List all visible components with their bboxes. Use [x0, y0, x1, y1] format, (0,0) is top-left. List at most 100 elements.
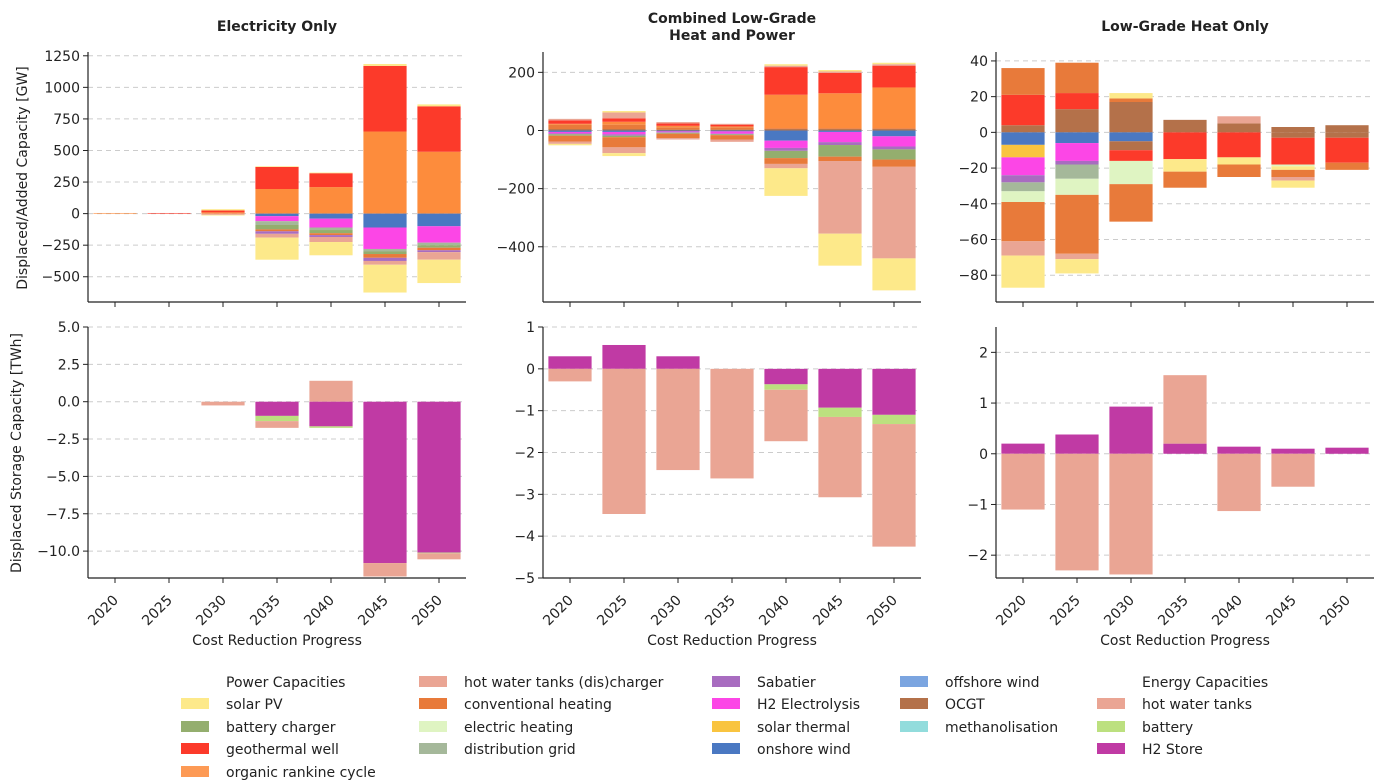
- y-tick-label: −1: [514, 404, 535, 420]
- bar-segment: [1055, 259, 1099, 274]
- bar-segment: [255, 237, 299, 260]
- bar-segment: [363, 248, 407, 252]
- y-tick-label: 0: [979, 125, 988, 141]
- bar-segment: [818, 416, 862, 498]
- bar-segment: [1271, 180, 1315, 188]
- bar-segment: [1001, 182, 1045, 192]
- y-tick-label: −500: [42, 270, 80, 286]
- bar-segment: [255, 213, 299, 217]
- bar-segment: [1163, 132, 1207, 160]
- bar-segment: [818, 407, 862, 417]
- bar-segment: [602, 121, 646, 125]
- chart-panel-1: −500 −250 0 250 500 750 1000 1250 Electricity On…: [42, 19, 466, 307]
- bar-segment: [1001, 255, 1045, 288]
- bar-segment: [1055, 93, 1099, 110]
- legend-swatch: [712, 698, 740, 709]
- x-tick-label: 2025: [1047, 593, 1084, 630]
- y-tick-label: 40: [970, 54, 988, 70]
- bar-segment: [872, 159, 916, 167]
- bar-segment: [417, 242, 461, 246]
- bar-segment: [1001, 157, 1045, 176]
- bar-segment: [656, 356, 700, 369]
- bar-segment: [872, 368, 916, 415]
- x-tick-label: 2025: [594, 593, 631, 630]
- bar-segment: [872, 166, 916, 259]
- legend-item-label: conventional heating: [464, 697, 612, 713]
- x-tick-label: 2040: [301, 593, 338, 630]
- legend-swatch: [419, 743, 447, 754]
- bar-segment: [818, 156, 862, 162]
- bar-segment: [201, 214, 245, 216]
- bar-segment: [255, 229, 299, 232]
- bar-segment: [602, 137, 646, 148]
- bar-segment: [656, 132, 700, 133]
- bar-segment: [1217, 123, 1261, 133]
- x-tick-label: 2035: [247, 593, 284, 630]
- bar-segment: [548, 356, 592, 369]
- bar-segment: [1325, 125, 1369, 133]
- bar-segment: [255, 221, 299, 225]
- bar-segment: [548, 143, 592, 146]
- bar-segment: [363, 401, 407, 564]
- x-tick-label: 2030: [193, 593, 230, 630]
- bar-segment: [764, 130, 808, 141]
- bar-segment: [548, 368, 592, 382]
- bar-segment: [1271, 177, 1315, 181]
- bar-segment: [309, 173, 353, 188]
- legend-item-label: methanolisation: [945, 720, 1058, 736]
- y-tick-label: −20: [958, 161, 988, 177]
- bar-segment: [1217, 157, 1261, 165]
- bar-segment: [872, 62, 916, 65]
- y-tick-label: 0: [526, 123, 535, 139]
- bar-segment: [764, 158, 808, 164]
- bar-segment: [818, 131, 862, 143]
- bar-segment: [1001, 68, 1045, 95]
- bar-segment: [1217, 453, 1261, 512]
- legend-item-label: Sabatier: [757, 675, 816, 691]
- bar-segment: [548, 134, 592, 136]
- bar-segment: [1055, 178, 1099, 195]
- panel-title: Low-Grade Heat Only: [1101, 19, 1269, 35]
- bar-segment: [255, 401, 299, 416]
- bar-segment: [309, 236, 353, 243]
- bar-segment: [417, 151, 461, 214]
- bar-segment: [710, 126, 754, 128]
- bar-segment: [656, 368, 700, 471]
- bar-segment: [548, 135, 592, 142]
- bar-segment: [1325, 137, 1369, 163]
- bar-segment: [1055, 132, 1099, 144]
- bar-segment: [548, 131, 592, 134]
- bar-segment: [548, 141, 592, 144]
- bar-segment: [1271, 166, 1315, 170]
- bar-segment: [602, 129, 646, 131]
- bar-segment: [201, 212, 245, 214]
- y-tick-label: 500: [53, 143, 80, 159]
- bar-segment: [1325, 447, 1369, 454]
- y-tick-label: 0.0: [58, 395, 80, 411]
- y-tick-label: 20: [970, 90, 988, 106]
- chart-panel-4: −10.0 −7.5 −5.0 −2.5 0.0 2.5 5.0 2020 2025 2030 20…: [37, 320, 466, 649]
- bar-segment: [255, 166, 299, 189]
- legend-swatch: [181, 698, 209, 709]
- x-axis-label: Cost Reduction Progress: [647, 633, 817, 649]
- bar-segment: [201, 213, 245, 215]
- bar-segment: [1217, 164, 1261, 177]
- bar-segment: [1271, 132, 1315, 138]
- legend-item-label: hot water tanks: [1142, 697, 1252, 713]
- bar-segment: [417, 104, 461, 107]
- bar-segment: [255, 231, 299, 234]
- bar-segment: [1271, 127, 1315, 133]
- y-tick-label: −1: [967, 497, 988, 513]
- ylabel-bottom: Displaced Storage Capacity [TWh]: [9, 333, 25, 573]
- legend-swatch: [181, 721, 209, 732]
- bar-segment: [764, 128, 808, 130]
- bar-segment: [1271, 453, 1315, 487]
- y-tick-label: −80: [958, 268, 988, 284]
- y-tick-label: −250: [42, 238, 80, 254]
- legend-swatch: [900, 698, 928, 709]
- legend-item-label: battery charger: [226, 720, 336, 736]
- legend-item-label: solar PV: [226, 697, 283, 713]
- bar-segment: [417, 250, 461, 253]
- legend-item-label: organic rankine cycle: [226, 765, 376, 781]
- bar-segment: [1001, 175, 1045, 183]
